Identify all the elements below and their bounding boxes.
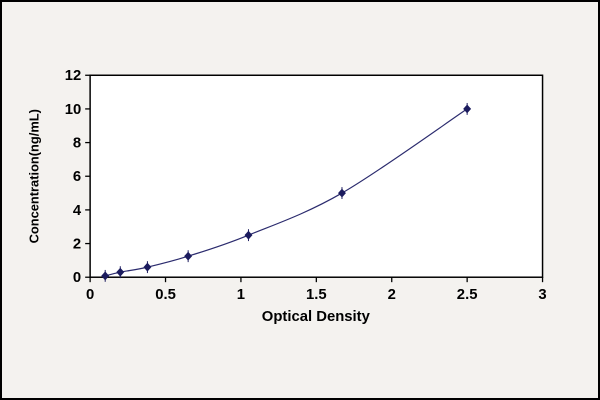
y-tick-label: 0 bbox=[73, 270, 81, 286]
y-tick-label: 8 bbox=[73, 136, 81, 152]
data-series bbox=[101, 102, 472, 282]
data-point-marker bbox=[116, 267, 125, 277]
x-axis-label: Optical Density bbox=[262, 309, 371, 325]
x-tick-label: 2.5 bbox=[457, 287, 478, 303]
data-point-marker bbox=[338, 188, 346, 198]
x-tick-label: 2 bbox=[388, 287, 396, 303]
x-tick-label: 3 bbox=[538, 287, 546, 303]
plot-area bbox=[89, 74, 544, 278]
x-tick-label: 1 bbox=[237, 287, 245, 303]
y-tick-label: 12 bbox=[65, 68, 82, 84]
x-tick-label: 0 bbox=[86, 287, 94, 303]
data-point-marker bbox=[244, 230, 253, 240]
x-tick-label: 1.5 bbox=[306, 287, 327, 303]
data-point-marker bbox=[101, 271, 110, 281]
axis-ticks: 0 0.5 1 1.5 2 2.5 3 0 2 4 6 8 10 12 bbox=[65, 68, 547, 303]
x-tick-label: 0.5 bbox=[155, 287, 176, 303]
y-axis-label: Concentration(ng/mL) bbox=[27, 109, 42, 243]
y-tick-label: 6 bbox=[73, 169, 81, 185]
data-point-marker bbox=[463, 104, 472, 114]
y-tick-label: 4 bbox=[73, 203, 82, 219]
y-tick-label: 10 bbox=[65, 102, 82, 118]
y-tick-label: 2 bbox=[73, 237, 81, 253]
data-point-marker bbox=[184, 251, 193, 261]
data-point-marker bbox=[143, 262, 152, 272]
